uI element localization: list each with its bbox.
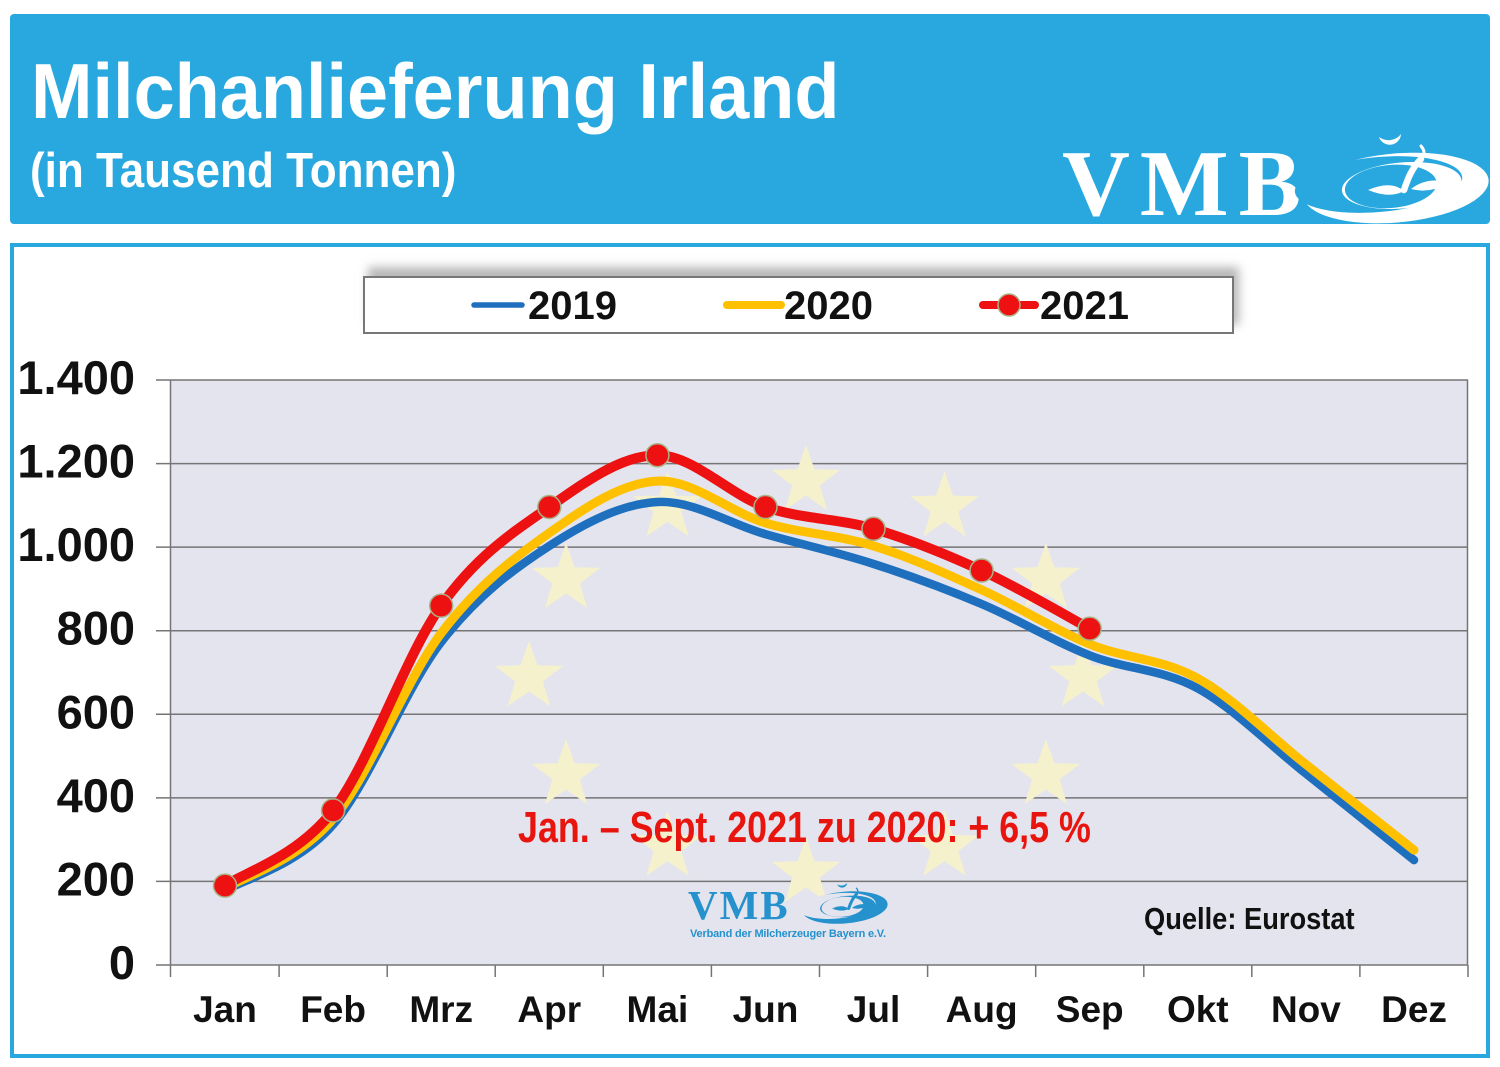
svg-text:Okt: Okt xyxy=(1167,989,1229,1030)
svg-text:1.000: 1.000 xyxy=(17,518,135,571)
svg-text:(in Tausend Tonnen): (in Tausend Tonnen) xyxy=(30,143,456,198)
svg-text:Apr: Apr xyxy=(517,989,581,1030)
svg-text:VMB: VMB xyxy=(1062,132,1311,236)
svg-text:Verband der Milcherzeuger Baye: Verband der Milcherzeuger Bayern e.V. xyxy=(690,928,886,940)
svg-text:600: 600 xyxy=(57,685,135,738)
svg-text:Milchanlieferung Irland: Milchanlieferung Irland xyxy=(31,48,839,135)
svg-text:800: 800 xyxy=(57,602,135,655)
svg-text:0: 0 xyxy=(109,936,135,989)
svg-text:Aug: Aug xyxy=(946,989,1018,1030)
svg-text:Dez: Dez xyxy=(1381,989,1447,1030)
svg-text:Jan: Jan xyxy=(193,989,257,1030)
svg-text:1.200: 1.200 xyxy=(17,435,135,488)
svg-text:Mrz: Mrz xyxy=(409,989,473,1030)
svg-text:Mai: Mai xyxy=(627,989,689,1030)
svg-text:Jul: Jul xyxy=(847,989,900,1030)
svg-text:200: 200 xyxy=(57,852,135,905)
svg-text:Sep: Sep xyxy=(1056,989,1124,1030)
svg-text:Jan. – Sept. 2021 zu 2020: + 6: Jan. – Sept. 2021 zu 2020: + 6,5 % xyxy=(518,803,1091,852)
svg-text:VMB: VMB xyxy=(688,882,790,928)
svg-text:Quelle: Eurostat: Quelle: Eurostat xyxy=(1144,902,1355,936)
svg-text:1.400: 1.400 xyxy=(17,351,135,404)
svg-text:Jun: Jun xyxy=(733,989,799,1030)
svg-text:400: 400 xyxy=(57,769,135,822)
svg-text:Feb: Feb xyxy=(300,989,366,1030)
svg-text:Nov: Nov xyxy=(1271,989,1341,1030)
